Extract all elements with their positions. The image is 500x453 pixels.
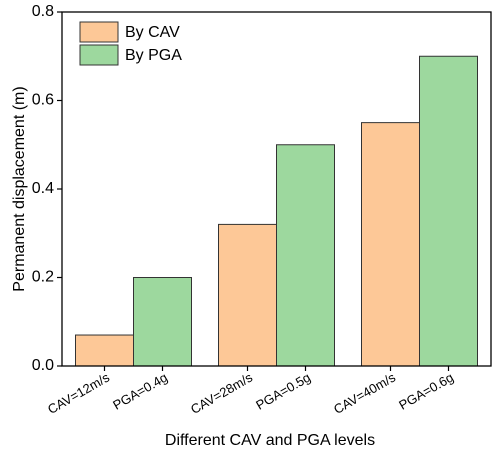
legend-swatch <box>79 44 119 66</box>
bar <box>218 223 277 367</box>
y-tick-label: 0.2 <box>32 269 54 286</box>
y-tick-label: 0.6 <box>32 92 54 109</box>
x-tick-label: PGA=0.6g <box>396 370 456 413</box>
bar <box>419 55 478 367</box>
x-tick-label: PGA=0.4g <box>110 370 170 413</box>
x-tick-label: CAV=28m/s <box>188 369 255 417</box>
y-tick-label: 0.0 <box>32 357 54 374</box>
x-tick-label: CAV=40m/s <box>331 369 398 417</box>
y-axis-title: Permanent displacement (m) <box>11 86 28 291</box>
x-tick-label: PGA=0.5g <box>253 370 313 413</box>
legend-label: By CAV <box>125 24 180 41</box>
plot-frame <box>61 11 492 367</box>
x-tick-label: CAV=12m/s <box>45 369 112 417</box>
y-tick-label: 0.4 <box>32 180 54 197</box>
bar <box>75 334 134 367</box>
y-tick-label: 0.8 <box>32 3 54 20</box>
bar <box>133 277 192 367</box>
x-axis-title: Different CAV and PGA levels <box>165 432 375 449</box>
bar <box>276 144 335 367</box>
legend-swatch <box>79 21 119 43</box>
bar <box>361 122 420 367</box>
legend-label: By PGA <box>125 47 182 64</box>
